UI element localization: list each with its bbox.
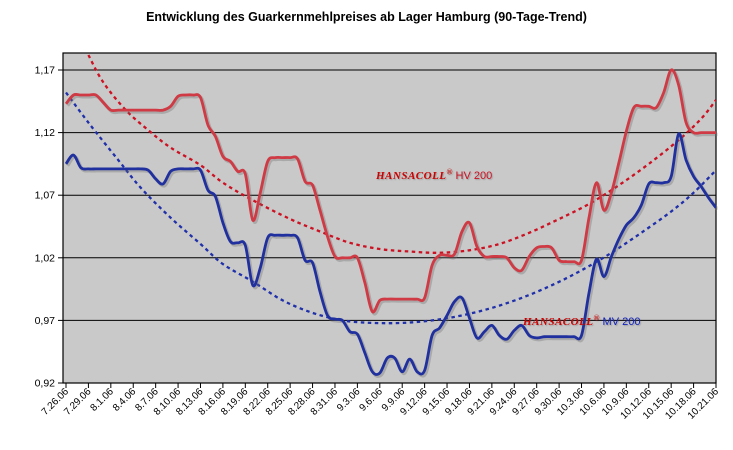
y-axis-label: 1,02 (35, 252, 56, 264)
mv200-product-text: MV 200 (599, 316, 641, 328)
hansacoll-brand-text: HANSACOLL (523, 316, 594, 328)
y-axis-label: 0,97 (35, 315, 56, 327)
hv200-product-text: HV 200 (452, 170, 493, 182)
trend-line (87, 54, 716, 254)
plot-area (63, 53, 716, 383)
x-axis-label: 8.1.06 (89, 386, 117, 414)
y-axis-label: 0,92 (35, 378, 56, 390)
y-axis-label: 1,07 (35, 190, 56, 202)
price-line (64, 68, 716, 314)
price-line-shadow (66, 70, 718, 316)
x-axis-label: 9.3.06 (335, 386, 363, 414)
registered-trademark-icon: ® (593, 313, 600, 323)
price-line (64, 132, 716, 376)
series-label-mv200: HANSACOLL® MV 200 (523, 313, 641, 328)
chart-title: Entwicklung des Guarkernmehlpreises ab L… (146, 10, 587, 24)
y-axis-label: 1,12 (35, 127, 56, 139)
y-axis-label: 1,17 (35, 65, 56, 77)
x-axis-label: 9.6.06 (357, 386, 385, 414)
x-axis-label: 8.4.06 (111, 386, 139, 414)
hansacoll-brand-text: HANSACOLL (376, 170, 447, 182)
plot-border (62, 52, 717, 384)
series-label-hv200: HANSACOLL® HV 200 (376, 167, 493, 182)
registered-trademark-icon: ® (446, 167, 453, 177)
